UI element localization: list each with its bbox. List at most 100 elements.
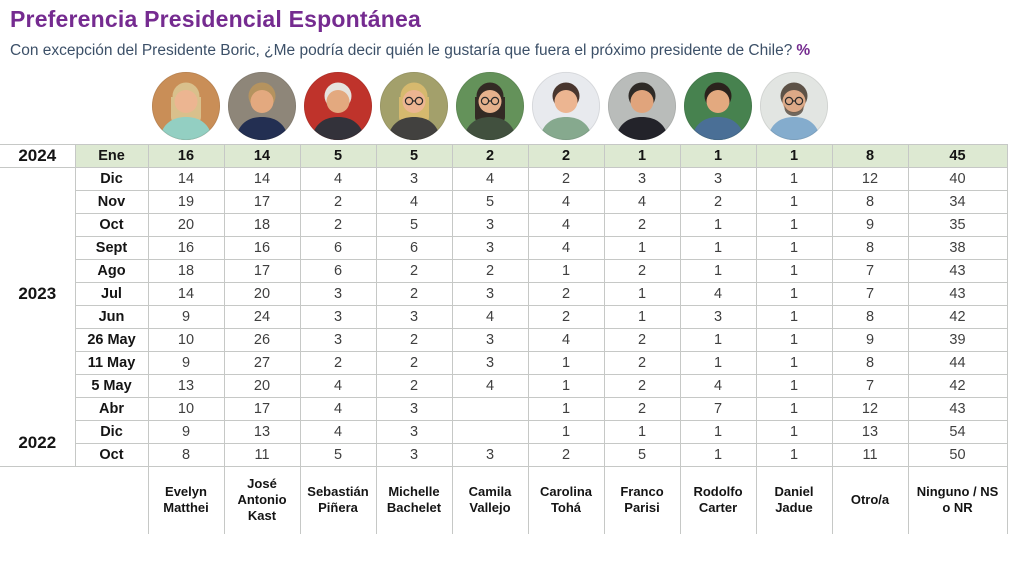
poll-value: 5 bbox=[451, 189, 529, 214]
poll-value: 2 bbox=[603, 327, 681, 352]
table-row: 11 May 9 27 2 2 3 1 2 1 1 8 44 bbox=[0, 350, 1008, 375]
poll-value: 43 bbox=[907, 258, 1008, 283]
candidate-name-ninguno-ns-o-nr: Ninguno / NS o NR bbox=[907, 465, 1008, 534]
candidate-name-otro-a: Otro/a bbox=[831, 465, 909, 534]
poll-value: 1 bbox=[527, 258, 605, 283]
poll-value: 1 bbox=[755, 419, 833, 444]
poll-value: 3 bbox=[451, 350, 529, 375]
poll-value: 43 bbox=[907, 281, 1008, 306]
poll-value: 20 bbox=[223, 373, 301, 398]
table-row: Sept 16 16 6 6 3 4 1 1 1 8 38 bbox=[0, 235, 1008, 260]
poll-value: 42 bbox=[907, 373, 1008, 398]
poll-value: 3 bbox=[375, 442, 453, 467]
candidate-photo-evelyn-matthei bbox=[151, 71, 221, 140]
poll-value: 3 bbox=[451, 281, 529, 306]
poll-value: 2 bbox=[527, 442, 605, 467]
candidate-photo-jose-antonio-kast bbox=[227, 71, 297, 140]
poll-value: 1 bbox=[679, 419, 757, 444]
table-row: 2022 Dic 9 13 4 3 1 1 1 1 13 54 bbox=[0, 419, 1008, 467]
poll-value: 9 bbox=[831, 212, 909, 237]
table-row: 26 May 10 26 3 2 3 4 2 1 1 9 39 bbox=[0, 327, 1008, 352]
poll-value: 2 bbox=[603, 212, 681, 237]
poll-value: 8 bbox=[831, 143, 909, 168]
poll-value: 3 bbox=[299, 327, 377, 352]
poll-value: 2 bbox=[451, 258, 529, 283]
poll-value: 3 bbox=[451, 235, 529, 260]
poll-value: 4 bbox=[679, 373, 757, 398]
month-label: 26 May bbox=[74, 327, 149, 352]
poll-value: 2 bbox=[603, 350, 681, 375]
month-label: Jun bbox=[74, 304, 149, 329]
poll-value: 5 bbox=[299, 143, 377, 168]
poll-value: 1 bbox=[679, 442, 757, 467]
month-label: 11 May bbox=[74, 350, 149, 375]
poll-value: 12 bbox=[831, 396, 909, 421]
poll-value: 19 bbox=[147, 189, 225, 214]
poll-value: 3 bbox=[451, 442, 529, 467]
poll-value: 1 bbox=[679, 235, 757, 260]
poll-value: 8 bbox=[147, 442, 225, 467]
poll-value: 2 bbox=[375, 373, 453, 398]
poll-value: 1 bbox=[755, 166, 833, 191]
poll-value: 1 bbox=[755, 350, 833, 375]
candidate-photo-camila-vallejo bbox=[455, 71, 525, 140]
poll-value: 27 bbox=[223, 350, 301, 375]
poll-value: 1 bbox=[755, 327, 833, 352]
poll-value: 2 bbox=[527, 281, 605, 306]
poll-value: 17 bbox=[223, 258, 301, 283]
poll-table: 2024 Ene 16 14 5 5 2 2 1 1 1 8 45 2023 Dic 14 14 4 3 4 2 3 3 1 1… bbox=[0, 66, 1008, 534]
poll-value: 3 bbox=[603, 166, 681, 191]
candidate-name-camila-vallejo: Camila Vallejo bbox=[451, 465, 529, 534]
poll-value: 18 bbox=[223, 212, 301, 237]
photos-row-spacer bbox=[0, 66, 148, 144]
photo-cell-michelle-bachelet bbox=[376, 66, 452, 144]
poll-value: 5 bbox=[375, 212, 453, 237]
month-label: Oct bbox=[74, 212, 149, 237]
poll-value: 1 bbox=[527, 373, 605, 398]
poll-value: 4 bbox=[299, 166, 377, 191]
poll-value: 1 bbox=[603, 304, 681, 329]
candidate-names-row: Evelyn Matthei José Antonio Kast Sebastián… bbox=[0, 465, 1008, 534]
poll-value: 1 bbox=[755, 396, 833, 421]
survey-question: Con excepción del Presidente Boric, ¿Me … bbox=[10, 42, 1024, 60]
poll-value: 2 bbox=[375, 281, 453, 306]
poll-value: 2 bbox=[375, 258, 453, 283]
poll-value: 3 bbox=[375, 166, 453, 191]
poll-value: 16 bbox=[223, 235, 301, 260]
poll-value: 1 bbox=[755, 235, 833, 260]
photo-cell-rodolfo-carter bbox=[680, 66, 756, 144]
poll-value: 4 bbox=[299, 419, 377, 444]
poll-value: 24 bbox=[223, 304, 301, 329]
photo-cell-jose-antonio-kast bbox=[224, 66, 300, 144]
poll-value: 6 bbox=[375, 235, 453, 260]
poll-value: 1 bbox=[603, 235, 681, 260]
poll-value: 9 bbox=[147, 419, 225, 444]
table-row: Ago 18 17 6 2 2 1 2 1 1 7 43 bbox=[0, 258, 1008, 283]
page-title: Preferencia Presidencial Espontánea bbox=[10, 6, 421, 32]
poll-value: 16 bbox=[147, 143, 225, 168]
poll-value: 5 bbox=[299, 442, 377, 467]
poll-value: 4 bbox=[451, 373, 529, 398]
poll-value: 1 bbox=[679, 143, 757, 168]
poll-value: 35 bbox=[907, 212, 1008, 237]
candidate-name-rodolfo-carter: Rodolfo Carter bbox=[679, 465, 757, 534]
poll-value: 11 bbox=[223, 442, 301, 467]
photo-cell-camila-vallejo bbox=[452, 66, 528, 144]
table-row: 2024 Ene 16 14 5 5 2 2 1 1 1 8 45 bbox=[0, 143, 1008, 168]
poll-value: 54 bbox=[907, 419, 1008, 444]
poll-value: 14 bbox=[147, 281, 225, 306]
poll-value: 4 bbox=[299, 373, 377, 398]
poll-value: 1 bbox=[679, 327, 757, 352]
photo-cell-evelyn-matthei bbox=[148, 66, 224, 144]
candidate-photo-sebastian-pinera bbox=[303, 71, 373, 140]
poll-value: 2 bbox=[451, 143, 529, 168]
poll-value: 38 bbox=[907, 235, 1008, 260]
photo-cell-empty bbox=[908, 66, 1007, 144]
poll-value: 1 bbox=[603, 419, 681, 444]
table-row: Jul 14 20 3 2 3 2 1 4 1 7 43 bbox=[0, 281, 1008, 306]
poll-value: 43 bbox=[907, 396, 1008, 421]
candidate-photo-michelle-bachelet bbox=[379, 71, 449, 140]
poll-value: 17 bbox=[223, 189, 301, 214]
poll-value: 4 bbox=[679, 281, 757, 306]
poll-value: 1 bbox=[679, 350, 757, 375]
